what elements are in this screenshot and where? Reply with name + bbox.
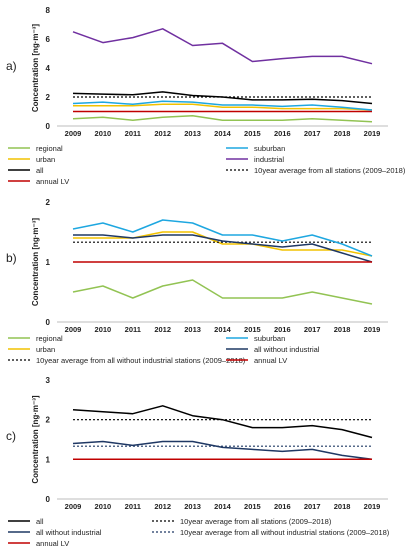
series-line-0-5 (72, 28, 373, 65)
panel-label-0: a) (6, 59, 17, 73)
y-tick-label-1-2: 2 (46, 198, 51, 207)
x-tick-label-2-1: 2010 (95, 502, 112, 511)
x-tick-label-1-0: 2009 (65, 325, 82, 334)
x-tick-label-2-6: 2015 (244, 502, 261, 511)
x-tick-label-2-10: 2019 (364, 502, 381, 511)
x-tick-label-2-9: 2018 (334, 502, 351, 511)
x-tick-label-0-6: 2015 (244, 129, 261, 138)
legend-label-2-0-2: annual LV (36, 539, 69, 548)
legend-label-0-0-1: urban (36, 155, 55, 164)
x-tick-label-0-3: 2012 (154, 129, 171, 138)
legend-label-0-0-2: all (36, 166, 44, 175)
series-line-0-1 (73, 103, 373, 111)
x-tick-label-0-8: 2017 (304, 129, 321, 138)
x-tick-label-1-6: 2015 (244, 325, 261, 334)
y-tick-label-0-2: 4 (46, 64, 51, 73)
y-tick-label-2-2: 2 (46, 416, 51, 425)
legend-label-2-0-0: all (36, 517, 44, 526)
x-tick-label-2-4: 2013 (184, 502, 201, 511)
legend-label-1-1-2: annual LV (254, 356, 287, 365)
series-line-0-0 (72, 115, 373, 123)
x-tick-label-2-0: 2009 (65, 502, 82, 511)
y-tick-label-2-0: 0 (46, 495, 51, 504)
y-tick-label-2-3: 3 (46, 376, 51, 385)
legend-label-0-0-3: annual LV (36, 177, 69, 186)
x-tick-label-1-10: 2019 (364, 325, 381, 334)
legend-label-1-0-2: 10year average from all without industri… (36, 356, 246, 365)
legend-label-2-1-1: 10year average from all without industri… (180, 528, 390, 537)
y-axis-label-1: Concentration [ng·m⁻³] (31, 218, 40, 307)
x-tick-label-1-3: 2012 (154, 325, 171, 334)
y-tick-label-1-0: 0 (46, 318, 51, 327)
series-line-1-3 (72, 219, 373, 257)
x-tick-label-1-5: 2014 (214, 325, 232, 334)
y-tick-label-1-1: 1 (46, 258, 51, 267)
y-axis-label-0: Concentration [ng·m⁻³] (31, 24, 40, 113)
legend-label-0-1-1: industrial (254, 155, 284, 164)
x-tick-label-0-5: 2014 (214, 129, 232, 138)
legend-label-2-1-0: 10year average from all stations (2009–2… (180, 517, 332, 526)
x-tick-label-1-4: 2013 (184, 325, 201, 334)
series-line-0-2 (72, 91, 373, 105)
x-tick-label-1-9: 2018 (334, 325, 351, 334)
panel-label-1: b) (6, 251, 17, 265)
series-line-2-0 (72, 405, 373, 439)
x-tick-label-0-2: 2011 (125, 129, 141, 138)
x-tick-label-1-7: 2016 (274, 325, 291, 334)
y-tick-label-0-4: 8 (46, 6, 51, 15)
x-tick-label-2-2: 2011 (125, 502, 141, 511)
x-tick-label-1-1: 2010 (95, 325, 112, 334)
y-axis-label-2: Concentration [ng·m⁻³] (31, 395, 40, 484)
panel-label-2: c) (6, 429, 16, 443)
x-tick-label-2-3: 2012 (154, 502, 171, 511)
y-tick-label-0-1: 2 (46, 93, 51, 102)
x-tick-label-0-1: 2010 (95, 129, 112, 138)
x-tick-label-1-2: 2011 (125, 325, 141, 334)
series-line-1-1 (73, 231, 373, 257)
x-tick-label-0-0: 2009 (65, 129, 82, 138)
legend-label-1-1-0: suburban (254, 334, 285, 343)
series-line-1-0 (72, 279, 373, 305)
legend-label-0-1-0: suburban (254, 144, 285, 153)
legend-label-0-0-0: regional (36, 144, 63, 153)
y-tick-label-2-1: 1 (46, 455, 51, 464)
x-tick-label-0-7: 2016 (274, 129, 291, 138)
x-tick-label-0-4: 2013 (184, 129, 201, 138)
y-tick-label-0-0: 0 (46, 122, 51, 131)
x-tick-label-2-5: 2014 (214, 502, 232, 511)
x-tick-label-0-10: 2019 (364, 129, 381, 138)
x-tick-label-2-8: 2017 (304, 502, 321, 511)
y-tick-label-0-3: 6 (46, 35, 51, 44)
x-tick-label-2-7: 2016 (274, 502, 291, 511)
legend-label-2-0-1: all without industrial (36, 528, 102, 537)
legend-label-1-0-1: urban (36, 345, 55, 354)
series-line-2-1 (72, 440, 373, 461)
series-line-1-4 (73, 234, 373, 263)
series-line-0-4 (72, 100, 373, 111)
x-tick-label-0-9: 2018 (334, 129, 351, 138)
x-tick-label-1-8: 2017 (304, 325, 321, 334)
legend-label-0-1-2: 10year average from all stations (2009–2… (254, 166, 406, 175)
legend-label-1-1-1: all without industrial (254, 345, 320, 354)
legend-label-1-0-0: regional (36, 334, 63, 343)
